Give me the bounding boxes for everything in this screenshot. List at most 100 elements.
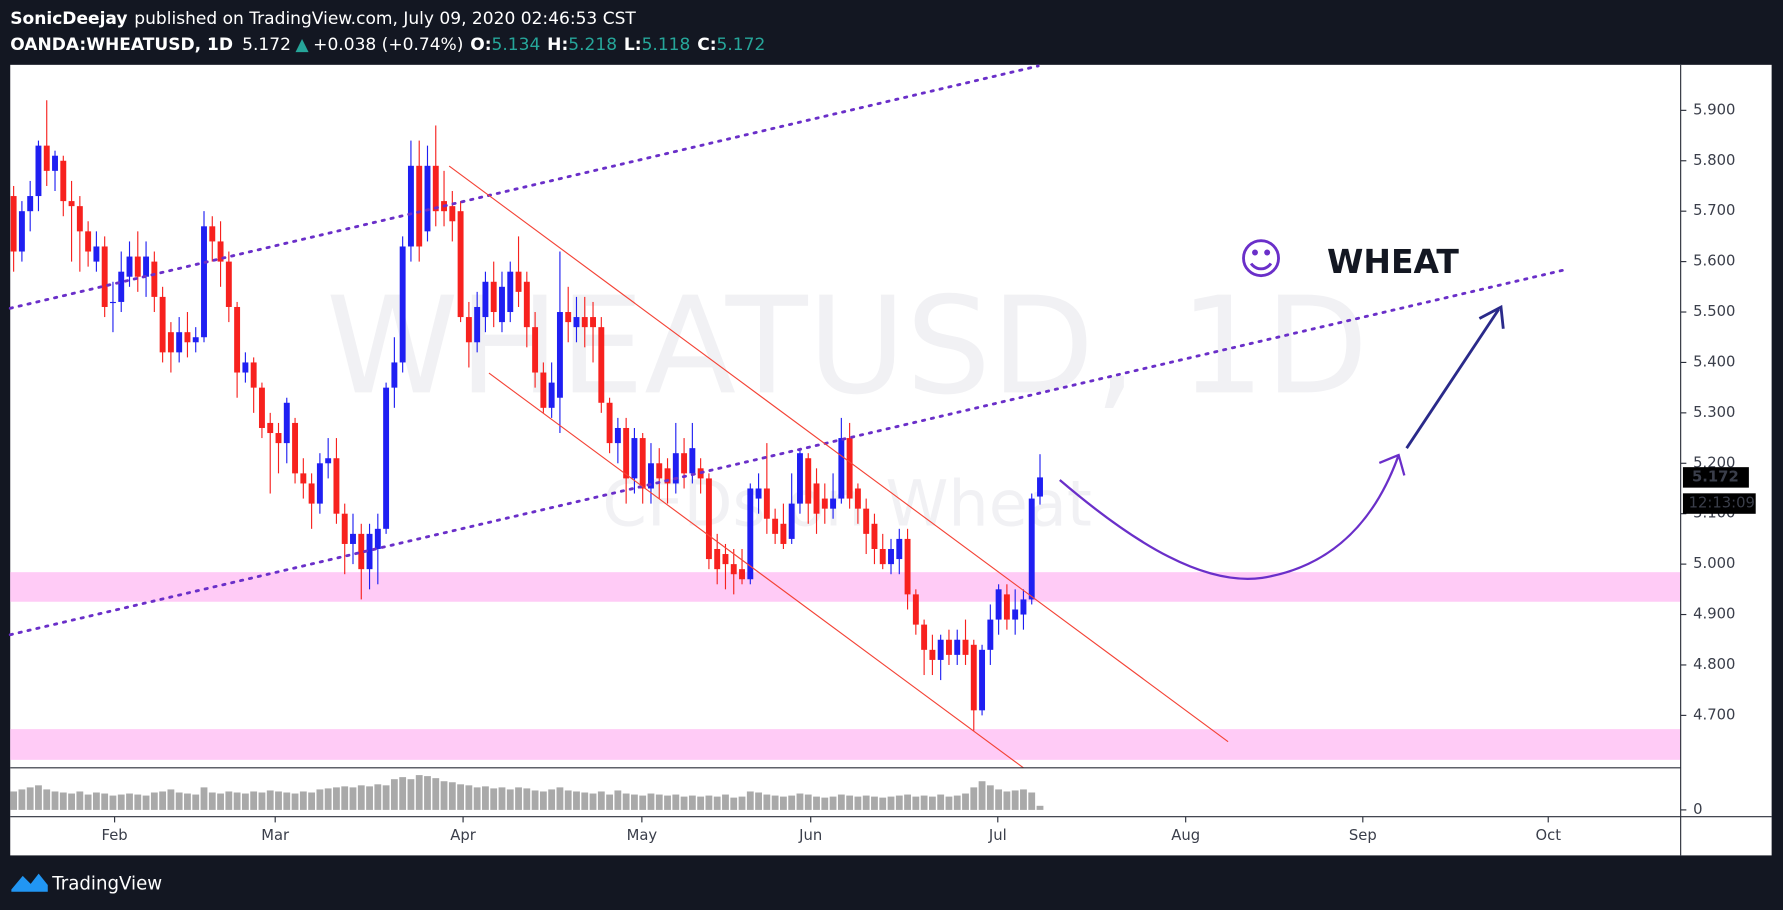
- volume-bar: [821, 797, 829, 810]
- volume-bar: [76, 791, 84, 810]
- volume-bar: [175, 792, 183, 810]
- candle-body: [614, 427, 621, 444]
- candle-body: [490, 281, 497, 313]
- candle-body: [912, 594, 919, 625]
- candle-body: [167, 332, 174, 353]
- projection-curve: [1059, 454, 1400, 580]
- y-tick-label: 5.800: [1693, 152, 1735, 169]
- last-price: 5.172: [242, 35, 291, 55]
- volume-bar: [539, 791, 547, 810]
- volume-bar: [448, 782, 456, 810]
- candle-body: [714, 548, 721, 570]
- candle-body: [598, 327, 605, 403]
- candle-body: [830, 498, 837, 509]
- candle-body: [399, 246, 406, 363]
- candle-body: [134, 256, 141, 277]
- symbol-line: OANDA:WHEATUSD, 1D 5.172 ▲ +0.038 (+0.74%) O…: [10, 35, 765, 55]
- volume-bar: [241, 793, 249, 810]
- volume-bar: [18, 789, 26, 810]
- volume-bar: [556, 787, 564, 810]
- volume-bar: [854, 796, 862, 810]
- last-price-label: 5.172: [1692, 468, 1739, 485]
- candle-body: [176, 332, 183, 353]
- candle-body: [763, 488, 770, 519]
- candle-body: [109, 301, 116, 304]
- candle-body: [1028, 498, 1035, 600]
- candle-body: [995, 589, 1002, 620]
- volume-bar: [1036, 805, 1044, 810]
- volume-bar: [995, 789, 1003, 810]
- candle-body: [1003, 594, 1010, 620]
- candle-body: [143, 256, 150, 277]
- candle-body: [366, 533, 373, 570]
- high-value: 5.218: [568, 35, 617, 55]
- axes-layer: 5.900 5.800 5.700 5.600 5.500 5.400 5.300 5.200…: [102, 101, 1756, 844]
- volume-bar: [308, 792, 316, 810]
- volume-bar: [299, 791, 307, 810]
- projection-arrow: [1405, 308, 1500, 449]
- volume-bar: [581, 792, 589, 810]
- candle-body: [457, 211, 464, 318]
- volume-bar: [142, 795, 150, 810]
- candle-body: [18, 211, 25, 252]
- volume-bar: [953, 795, 961, 810]
- candle-body: [358, 533, 365, 570]
- candle-body: [234, 306, 241, 373]
- candle-body: [590, 317, 596, 328]
- volume-bar: [407, 779, 415, 810]
- candle-body: [316, 463, 323, 504]
- volume-bar: [68, 793, 75, 810]
- publish-line: SonicDeejay published on TradingView.com,…: [10, 9, 636, 29]
- candle-body: [35, 145, 42, 197]
- candle-body: [672, 453, 679, 484]
- y-tick-label: 5.200: [1693, 454, 1735, 471]
- candle-body: [482, 281, 489, 318]
- volume-bar: [713, 796, 721, 810]
- volume-bar: [655, 794, 663, 810]
- x-tick-label: Jul: [988, 827, 1007, 844]
- volume-bar: [945, 796, 953, 810]
- candle-body: [52, 155, 58, 171]
- volume-bar: [109, 795, 117, 810]
- x-tick-label: Aug: [1171, 827, 1200, 844]
- candle-body: [159, 296, 166, 353]
- volume-bar: [829, 796, 837, 810]
- volume-bar: [697, 796, 705, 810]
- volume-bar: [564, 790, 572, 810]
- volume-bar: [978, 781, 986, 810]
- volume-bar: [51, 791, 59, 810]
- candle-body: [631, 438, 638, 479]
- volume-bar: [1003, 791, 1011, 810]
- candle-body: [118, 271, 125, 302]
- volume-bar: [117, 794, 125, 810]
- candle-body: [242, 362, 249, 373]
- candle-body: [805, 458, 812, 504]
- volume-bar: [846, 795, 854, 810]
- y-tick-label: 4.800: [1693, 656, 1735, 673]
- candle-body: [333, 458, 340, 514]
- annotation-text: WHEAT: [1327, 242, 1459, 281]
- trend-line: [448, 165, 1229, 743]
- volume-bar: [871, 796, 878, 810]
- volume-bar: [26, 787, 34, 810]
- volume-bar: [970, 787, 978, 810]
- volume-bar: [465, 785, 473, 810]
- volume-bar: [498, 787, 506, 810]
- volume-bar: [490, 788, 498, 810]
- candle-body: [648, 463, 654, 489]
- volume-bar: [217, 793, 224, 810]
- candle-body: [416, 165, 423, 247]
- volume-bar: [43, 789, 51, 810]
- open-label: O:: [470, 35, 491, 55]
- candle-body: [151, 261, 158, 297]
- x-tick-label: May: [627, 827, 658, 844]
- candle-body: [664, 468, 671, 484]
- candle-body: [1037, 477, 1043, 497]
- volume-bar: [291, 793, 299, 810]
- candle-body: [755, 488, 762, 499]
- candle-body: [772, 518, 779, 534]
- y-tick-label: 5.400: [1693, 353, 1735, 370]
- volume-bar: [639, 795, 647, 810]
- candle-body: [532, 327, 539, 373]
- candle-body: [499, 286, 505, 323]
